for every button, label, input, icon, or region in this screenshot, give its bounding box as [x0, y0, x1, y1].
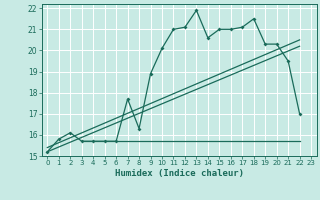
X-axis label: Humidex (Indice chaleur): Humidex (Indice chaleur): [115, 169, 244, 178]
